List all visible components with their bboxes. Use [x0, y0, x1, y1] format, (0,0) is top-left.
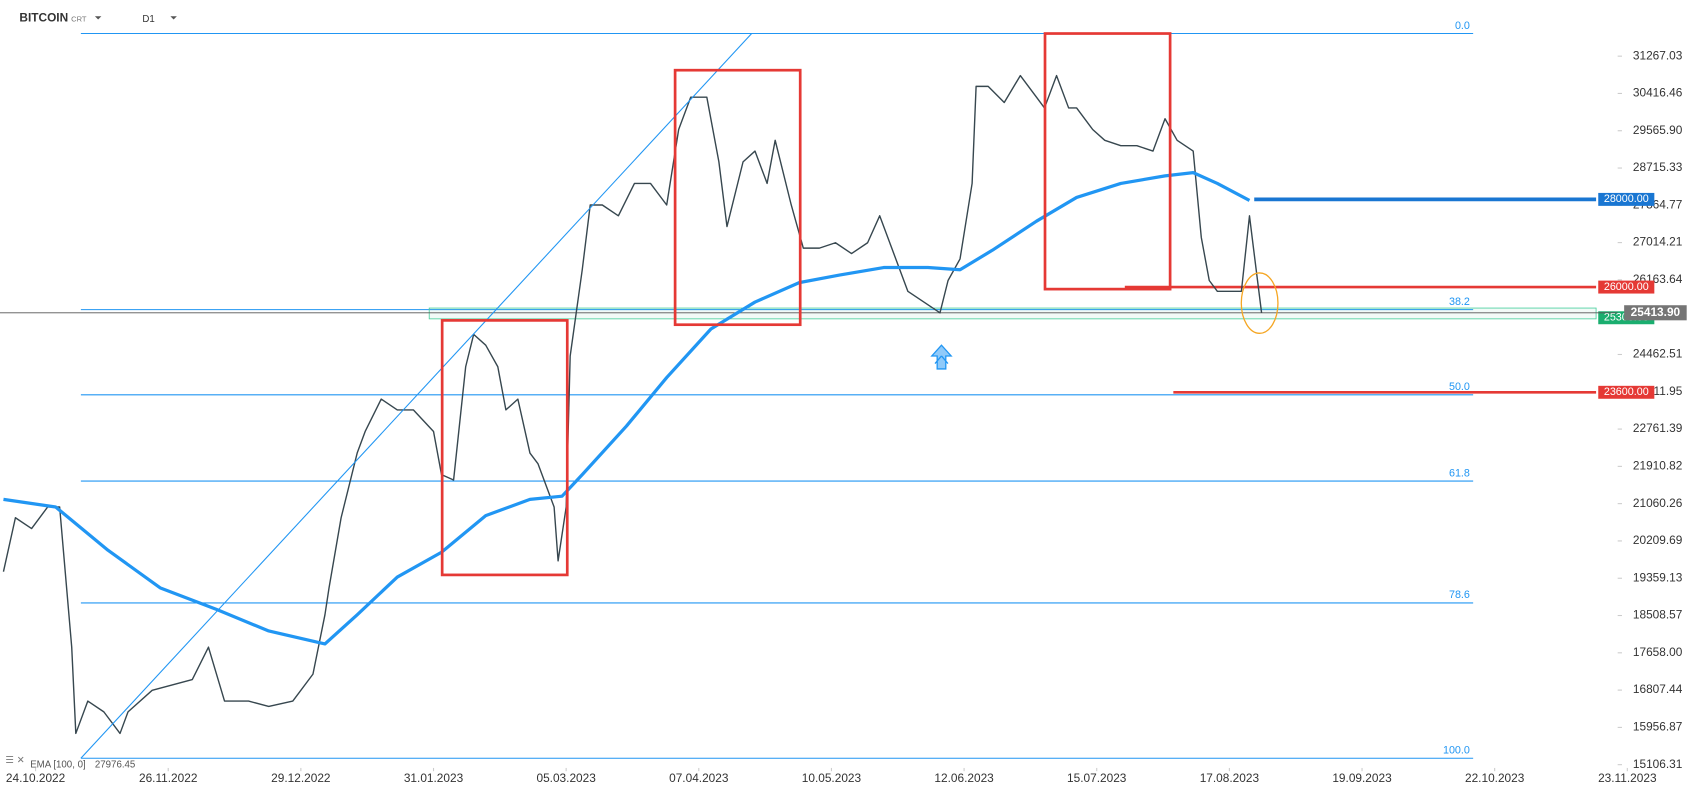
symbol-type: CRT: [71, 14, 87, 23]
dropdown-arrow[interactable]: [170, 16, 177, 20]
y-tick-label: 28715.33: [1633, 160, 1683, 174]
highlight-box: [673, 68, 802, 327]
highlight-box: [1043, 32, 1172, 291]
support-zone: [428, 307, 1597, 320]
y-tick-label: 16807.44: [1633, 682, 1683, 696]
arrow-icon: [930, 344, 953, 370]
dropdown-arrow[interactable]: [94, 16, 102, 20]
fib-label: 38.2: [1449, 296, 1470, 308]
price-tag: [1598, 280, 1655, 294]
x-tick-label: 12.06.2023: [934, 771, 994, 785]
y-tick-label: 22761.39: [1633, 421, 1683, 435]
price-tag-label: 28000.00: [1604, 193, 1649, 205]
price-tag-label: 23600.00: [1604, 386, 1649, 398]
y-tick-label: 27014.21: [1633, 235, 1683, 249]
y-tick-label: 30416.46: [1633, 86, 1683, 100]
y-tick-label: 20209.69: [1633, 533, 1683, 547]
x-tick-label: 23.11.2023: [1598, 771, 1657, 785]
fib-label: 50.0: [1449, 381, 1470, 393]
fib-label: 0.0: [1455, 20, 1470, 32]
indicator-name: EMA [100, 0]: [30, 759, 85, 770]
price-tag: [1598, 192, 1655, 206]
x-tick-label: 22.10.2023: [1465, 771, 1525, 785]
last-price-label: 25413.90: [1631, 305, 1681, 319]
last-price-tag: [1624, 305, 1687, 321]
highlight-ellipse: [1240, 272, 1279, 334]
y-tick-label: 15106.31: [1633, 757, 1683, 771]
x-tick-label: 19.09.2023: [1332, 771, 1392, 785]
y-tick-label: 29565.90: [1633, 123, 1683, 137]
indicator-icons[interactable]: ☰ ✕: [5, 755, 25, 766]
y-tick-label: 31267.03: [1633, 48, 1683, 62]
indicator-value: 27976.45: [95, 759, 135, 770]
fib-label: 100.0: [1443, 745, 1470, 757]
x-tick-label: 07.04.2023: [669, 771, 729, 785]
highlight-box: [440, 319, 569, 577]
price-tag: [1598, 385, 1655, 399]
y-tick-label: 21060.26: [1633, 496, 1683, 510]
price-line: [2, 74, 1263, 735]
x-tick-label: 15.07.2023: [1067, 771, 1127, 785]
x-tick-label: 10.05.2023: [802, 771, 862, 785]
x-tick-label: 29.12.2022: [271, 771, 330, 785]
y-tick-label: 15956.87: [1633, 720, 1682, 734]
price-tag-label: 26000.00: [1604, 281, 1649, 293]
plot-area: 31267.0330416.4629565.9028715.3327864.77…: [0, 20, 1687, 785]
fib-label: 61.8: [1449, 467, 1470, 479]
x-tick-label: 17.08.2023: [1200, 771, 1260, 785]
x-tick-label: 31.01.2023: [404, 771, 464, 785]
y-tick-label: 21910.82: [1633, 458, 1682, 472]
x-tick-label: 24.10.2022: [6, 771, 65, 785]
symbol[interactable]: BITCOIN: [19, 11, 68, 25]
y-tick-label: 18508.57: [1633, 608, 1682, 622]
y-tick-label: 24462.51: [1633, 347, 1683, 361]
timeframe[interactable]: D1: [142, 14, 154, 25]
y-tick-label: 17658.00: [1633, 645, 1683, 659]
trend-line: [80, 33, 753, 759]
ema-line: [3, 171, 1251, 646]
x-tick-label: 26.11.2022: [139, 771, 197, 785]
x-tick-label: 05.03.2023: [536, 771, 596, 785]
fib-label: 78.6: [1449, 589, 1470, 601]
y-tick-label: 19359.13: [1633, 570, 1683, 584]
